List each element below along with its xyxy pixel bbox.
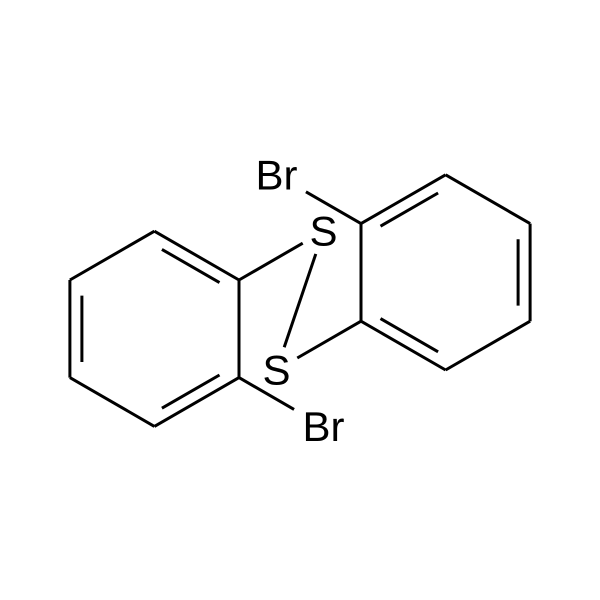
bond-S1-S2 xyxy=(284,254,316,347)
molecule-diagram: SBrSBr xyxy=(0,0,600,600)
atom-label-Br2: Br xyxy=(256,151,298,198)
bond-C2-C3 xyxy=(70,378,154,427)
bond-C10-C11 xyxy=(518,224,530,322)
bond-C7-S2 xyxy=(297,321,361,358)
bond-C5-C6 xyxy=(154,231,239,282)
bond-C5-S1 xyxy=(239,243,303,280)
bond-C11-C12 xyxy=(446,321,530,370)
atom-label-S2: S xyxy=(262,347,290,394)
bond-C9-C10 xyxy=(446,175,530,224)
bond-C12-C7 xyxy=(361,319,446,370)
atom-label-S1: S xyxy=(309,208,337,255)
atom-label-Br1: Br xyxy=(303,403,345,450)
bond-C8-C9 xyxy=(361,175,446,226)
bond-C3-C4 xyxy=(154,375,239,426)
bond-C6-C1 xyxy=(70,231,154,280)
bond-C1-C2 xyxy=(70,280,82,378)
